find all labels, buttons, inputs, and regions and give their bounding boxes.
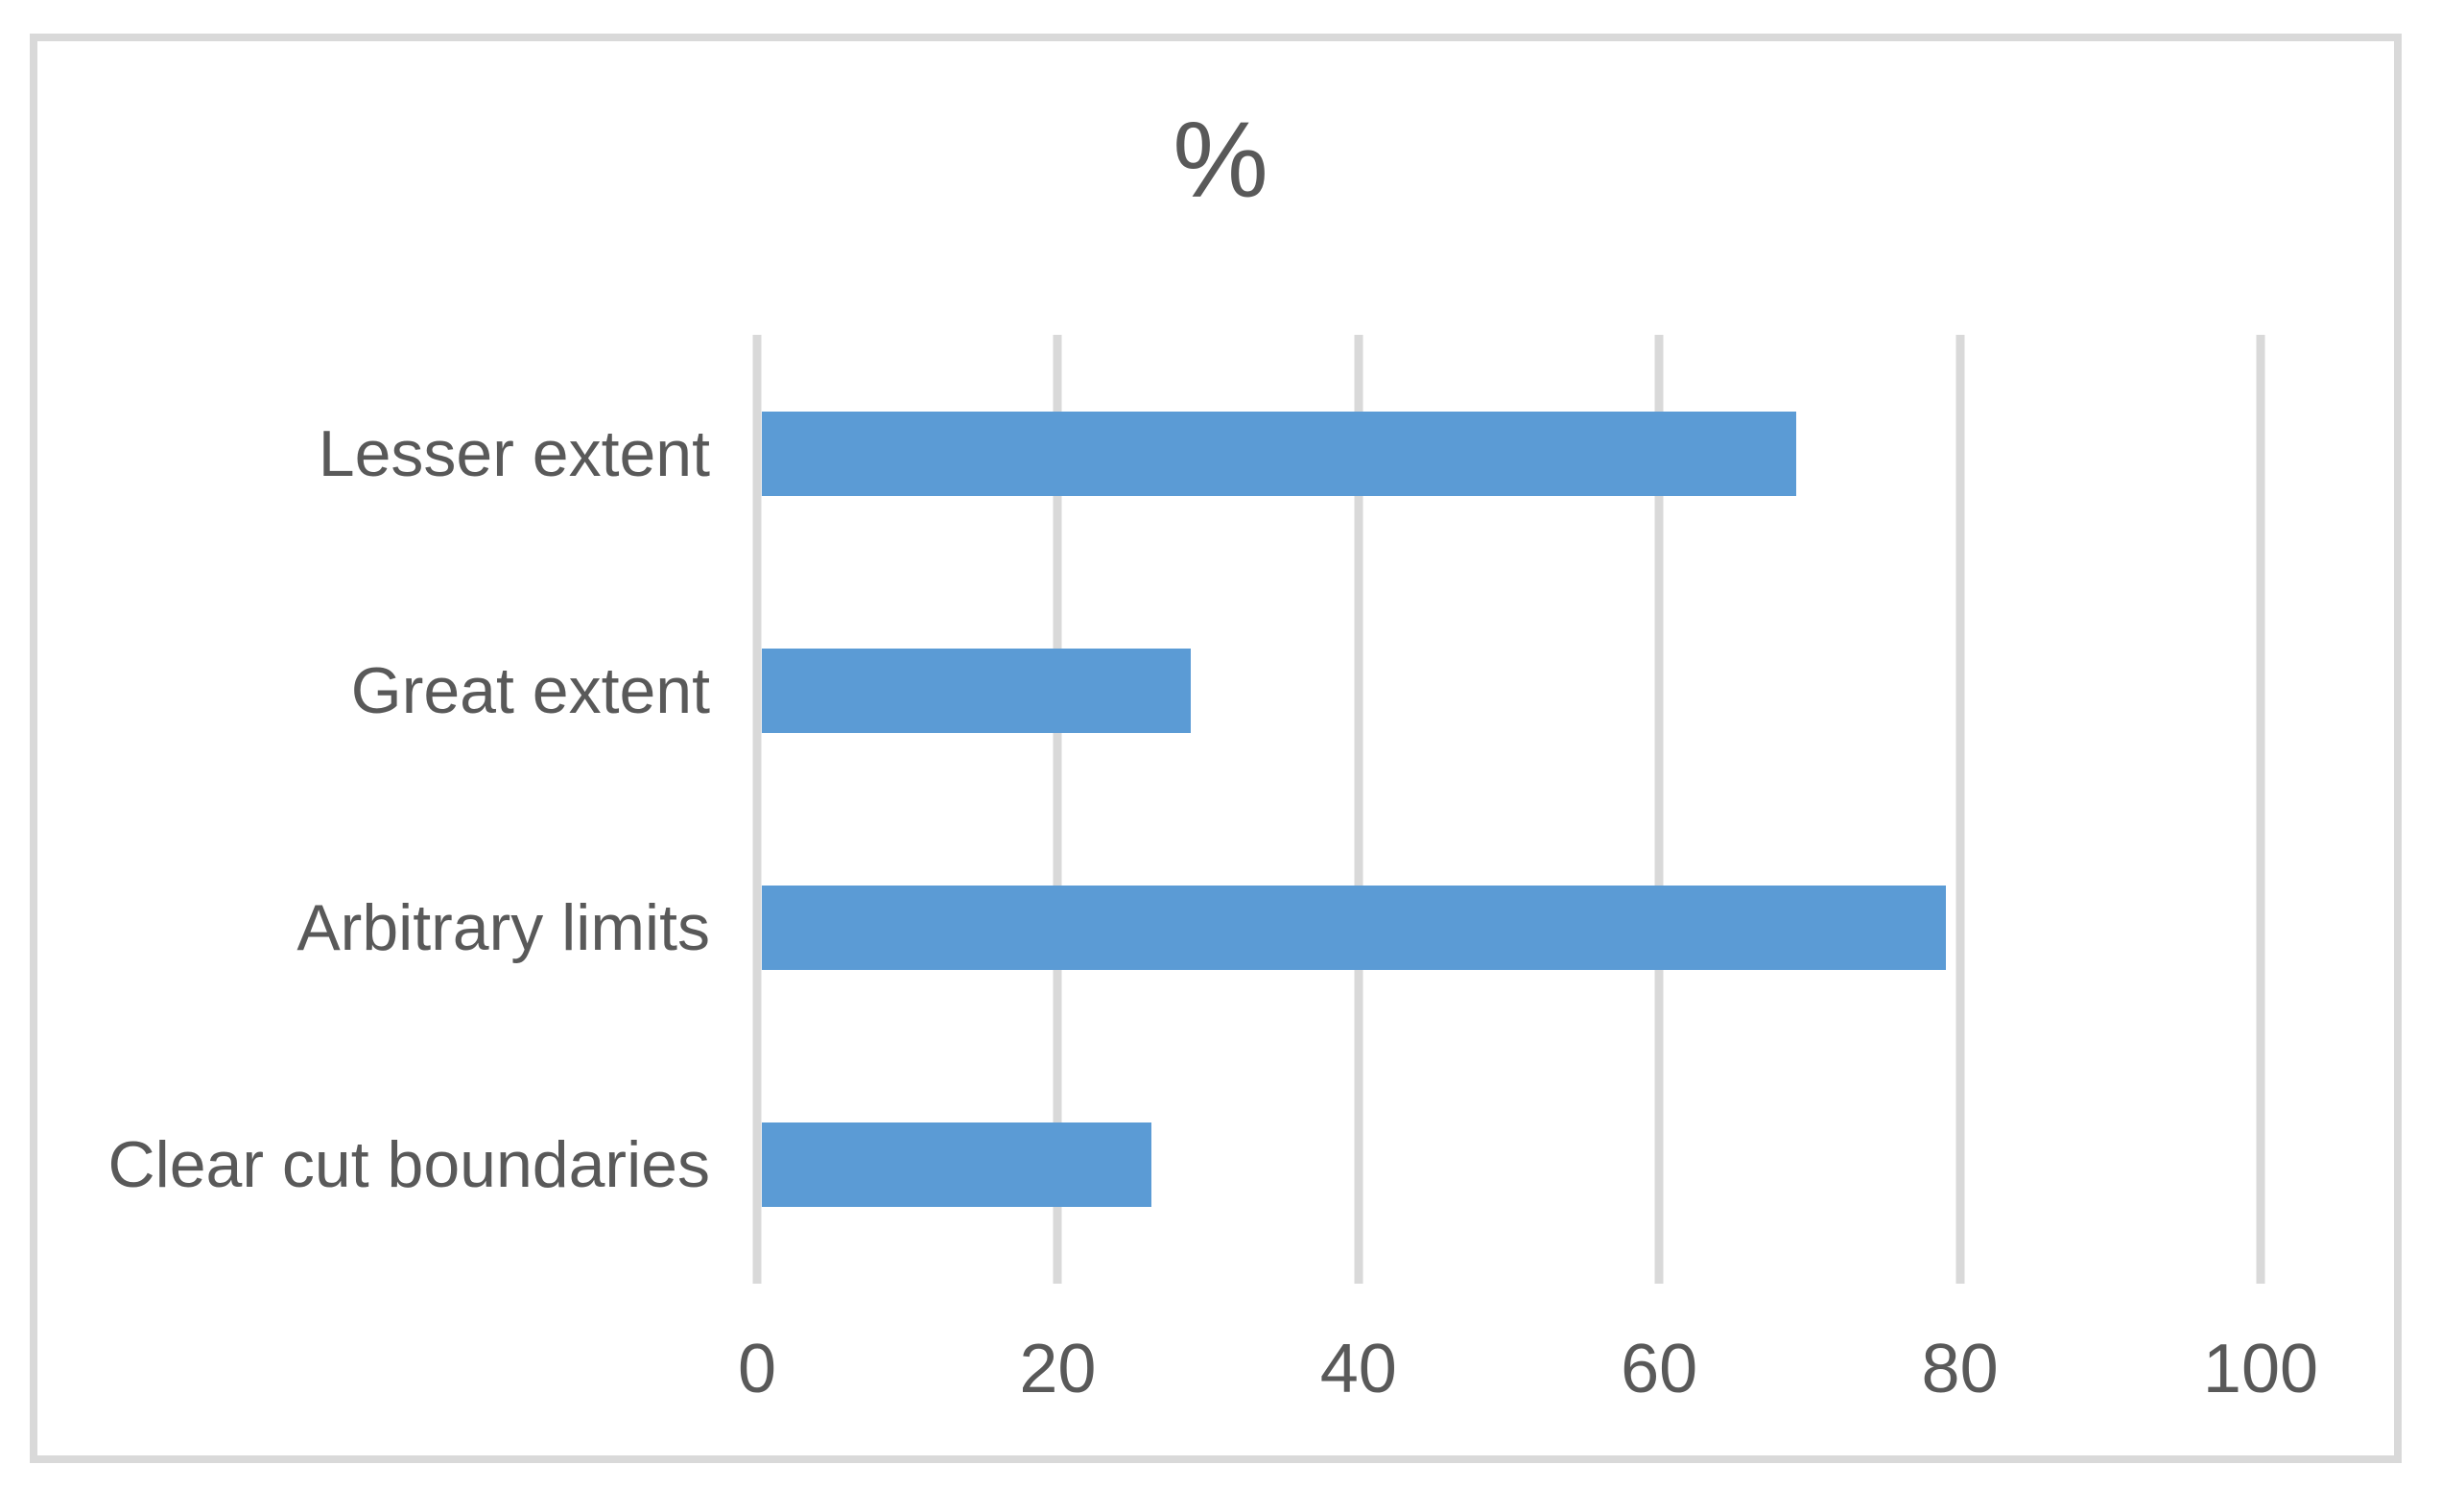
gridline	[1955, 335, 1965, 1284]
gridline	[1354, 335, 1363, 1284]
category-label: Arbitrary limits	[296, 891, 710, 965]
category-label: Great extent	[350, 653, 710, 727]
x-tick-label: 20	[1019, 1331, 1097, 1407]
x-tick-label: 60	[1621, 1331, 1698, 1407]
bars-layer	[762, 335, 2261, 1284]
bar-row	[762, 1047, 2261, 1284]
x-tick-label: 100	[2202, 1331, 2319, 1407]
plot-area	[752, 335, 2265, 1284]
bar	[762, 1122, 1152, 1208]
gridline	[1053, 335, 1062, 1284]
bar-row	[762, 335, 2261, 572]
x-tick-label: 40	[1319, 1331, 1397, 1407]
chart-border	[30, 34, 2402, 1463]
chart-title: %	[1173, 100, 1268, 220]
x-tick-label: 80	[1921, 1331, 1999, 1407]
x-axis: 0 20 40 60 80 100	[738, 1331, 2318, 1428]
bar	[762, 648, 1191, 733]
x-tick-label: 0	[737, 1331, 777, 1407]
category-label: Clear cut boundaries	[107, 1128, 710, 1202]
bar	[762, 886, 1946, 971]
gridline	[2256, 335, 2265, 1284]
category-axis-labels: Lesser extent Great extent Arbitrary limit…	[0, 335, 710, 1284]
bar	[762, 411, 1796, 496]
gridline	[1654, 335, 1664, 1284]
bar-row	[762, 572, 2261, 809]
bar-row	[762, 810, 2261, 1047]
category-label: Lesser extent	[318, 416, 710, 490]
gridline	[752, 335, 762, 1284]
